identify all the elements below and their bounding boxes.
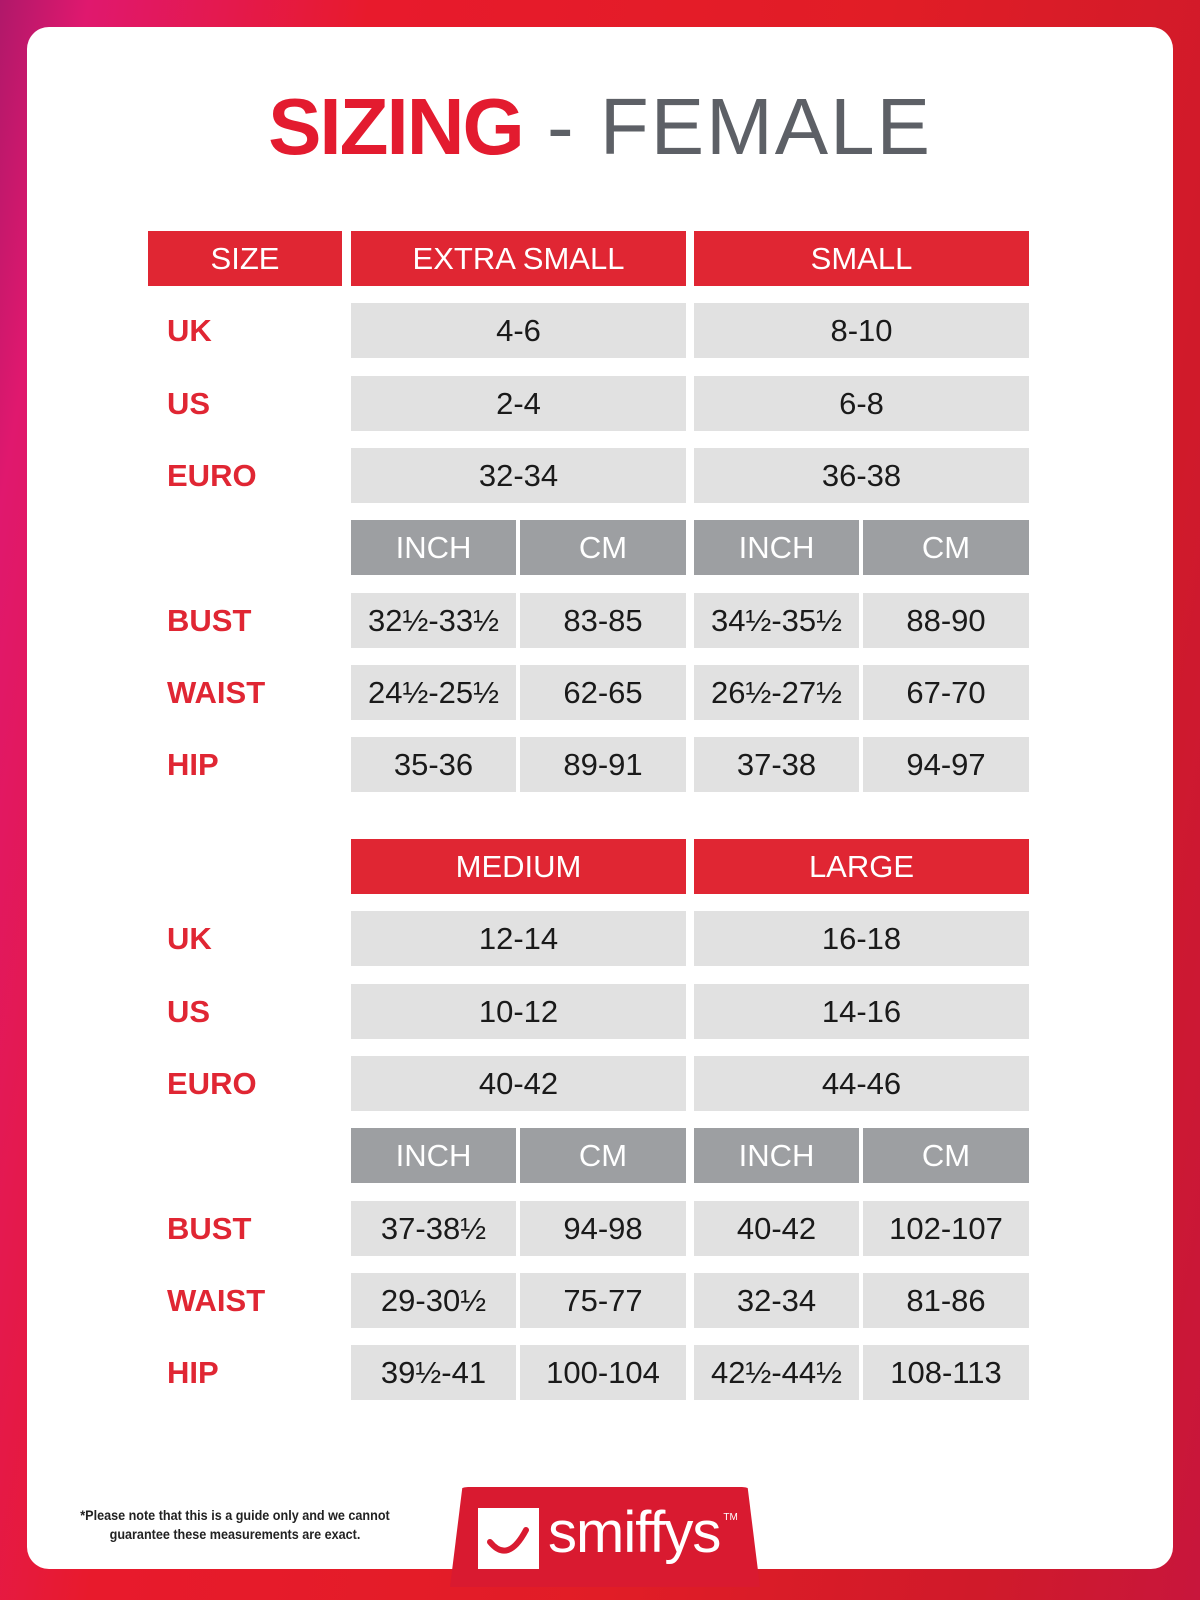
size-column-header: LARGE — [694, 839, 1029, 894]
measurement-bust-inch: 37-38½ — [351, 1201, 516, 1256]
logo-trademark: TM — [723, 1512, 738, 1523]
size-column-header: SMALL — [694, 231, 1029, 286]
unit-header-cm: CM — [520, 520, 686, 575]
measurement-bust-inch: 34½-35½ — [694, 593, 859, 648]
measurement-waist-cm: 81-86 — [863, 1273, 1029, 1328]
unit-header-inch: INCH — [351, 1128, 516, 1183]
unit-header-inch: INCH — [694, 1128, 859, 1183]
size-value-euro: 36-38 — [694, 448, 1029, 503]
row-label-hip: HIP — [167, 1355, 219, 1390]
smiffys-logo-icon — [478, 1508, 539, 1569]
row-label-hip: HIP — [167, 747, 219, 782]
row-label-us: US — [167, 386, 211, 421]
unit-header-inch: INCH — [351, 520, 516, 575]
measurement-waist-inch: 32-34 — [694, 1273, 859, 1328]
size-value-uk: 16-18 — [694, 911, 1029, 966]
size-value-euro: 40-42 — [351, 1056, 686, 1111]
size-value-uk: 4-6 — [351, 303, 686, 358]
size-value-us: 6-8 — [694, 376, 1029, 431]
measurement-hip-inch: 35-36 — [351, 737, 516, 792]
measurement-waist-inch: 29-30½ — [351, 1273, 516, 1328]
note-line-1: *Please note that this is a guide only a… — [80, 1507, 390, 1523]
row-label-waist: WAIST — [167, 1283, 266, 1318]
unit-header-cm: CM — [520, 1128, 686, 1183]
measurement-hip-cm: 100-104 — [520, 1345, 686, 1400]
size-value-uk: 8-10 — [694, 303, 1029, 358]
unit-header-cm: CM — [863, 1128, 1029, 1183]
measurement-waist-cm: 62-65 — [520, 665, 686, 720]
unit-header-cm: CM — [863, 520, 1029, 575]
disclaimer-note: *Please note that this is a guide only a… — [78, 1506, 393, 1544]
measurement-waist-inch: 24½-25½ — [351, 665, 516, 720]
logo-text: smiffys — [548, 1500, 721, 1565]
row-label-uk: UK — [167, 313, 212, 348]
row-label-euro: EURO — [167, 1066, 257, 1101]
size-value-us: 10-12 — [351, 984, 686, 1039]
measurement-bust-inch: 40-42 — [694, 1201, 859, 1256]
measurement-hip-cm: 94-97 — [863, 737, 1029, 792]
page-title: SIZING - FEMALE — [0, 82, 1200, 172]
size-column-header: EXTRA SMALL — [351, 231, 686, 286]
measurement-hip-inch: 39½-41 — [351, 1345, 516, 1400]
measurement-waist-inch: 26½-27½ — [694, 665, 859, 720]
measurement-bust-cm: 83-85 — [520, 593, 686, 648]
measurement-bust-cm: 88-90 — [863, 593, 1029, 648]
size-value-us: 14-16 — [694, 984, 1029, 1039]
unit-header-inch: INCH — [694, 520, 859, 575]
measurement-hip-inch: 37-38 — [694, 737, 859, 792]
logo-wordmark: smiffys TM — [548, 1498, 738, 1568]
title-bold: SIZING — [268, 82, 525, 171]
measurement-hip-cm: 89-91 — [520, 737, 686, 792]
size-value-euro: 32-34 — [351, 448, 686, 503]
size-value-euro: 44-46 — [694, 1056, 1029, 1111]
title-rest: - FEMALE — [522, 82, 932, 171]
measurement-waist-cm: 67-70 — [863, 665, 1029, 720]
measurement-bust-cm: 102-107 — [863, 1201, 1029, 1256]
size-column-header: MEDIUM — [351, 839, 686, 894]
measurement-waist-cm: 75-77 — [520, 1273, 686, 1328]
note-line-2: guarantee these measurements are exact. — [109, 1526, 361, 1542]
size-header: SIZE — [148, 231, 342, 286]
row-label-waist: WAIST — [167, 675, 266, 710]
measurement-bust-cm: 94-98 — [520, 1201, 686, 1256]
row-label-us: US — [167, 994, 211, 1029]
row-label-uk: UK — [167, 921, 212, 956]
size-value-us: 2-4 — [351, 376, 686, 431]
measurement-hip-cm: 108-113 — [863, 1345, 1029, 1400]
row-label-euro: EURO — [167, 458, 257, 493]
row-label-bust: BUST — [167, 1211, 252, 1246]
measurement-bust-inch: 32½-33½ — [351, 593, 516, 648]
row-label-bust: BUST — [167, 603, 252, 638]
size-value-uk: 12-14 — [351, 911, 686, 966]
measurement-hip-inch: 42½-44½ — [694, 1345, 859, 1400]
